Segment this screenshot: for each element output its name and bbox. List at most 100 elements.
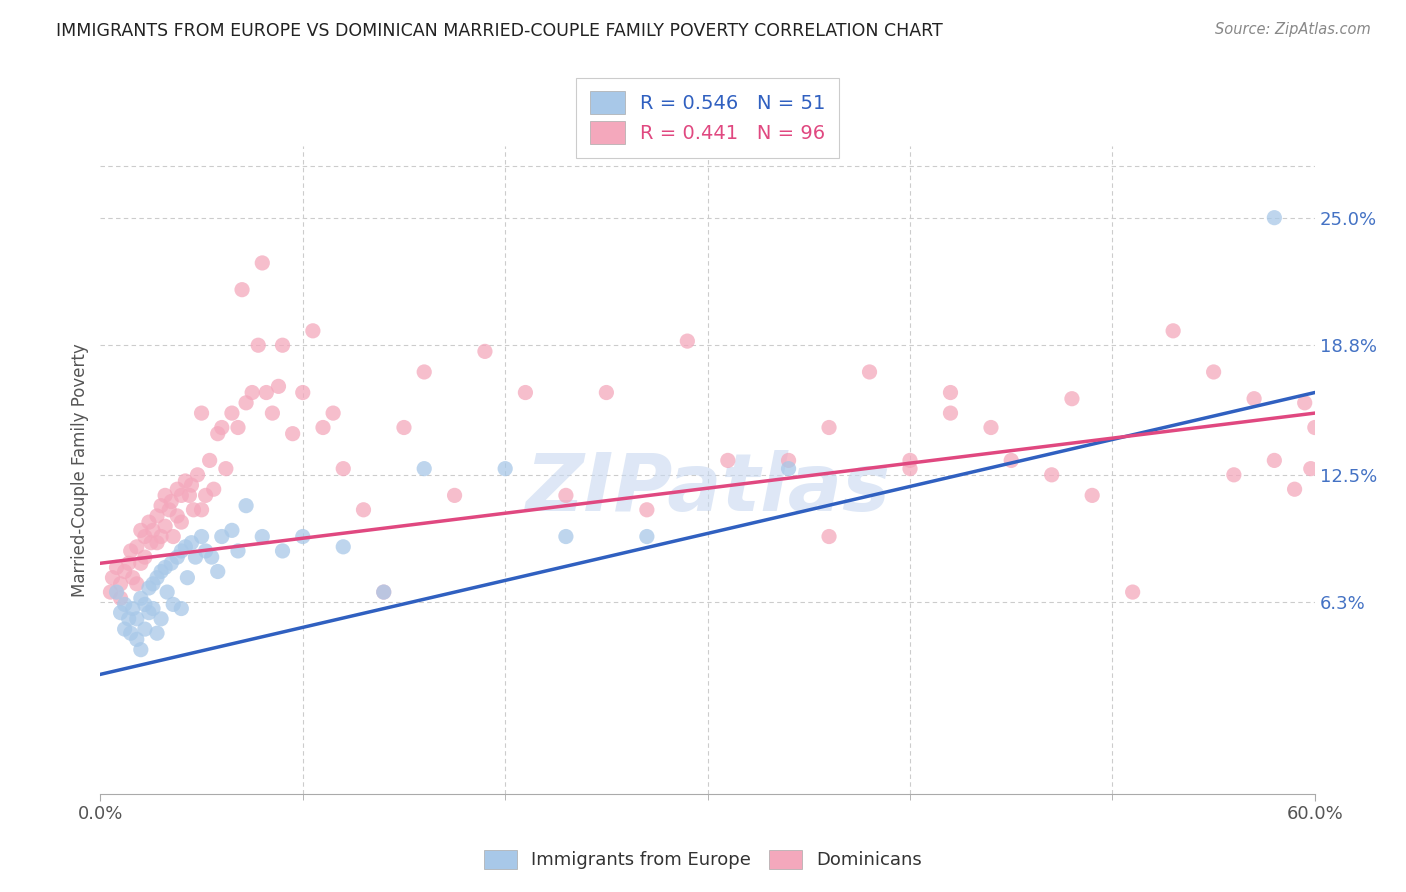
Point (262, 406, 284, 420)
Point (179, 488, 201, 502)
Point (150, 499, 173, 513)
Point (291, 385, 314, 400)
Point (413, 461, 436, 475)
Point (373, 585, 395, 599)
Point (312, 420, 335, 434)
Text: ZIPatlas: ZIPatlas (524, 450, 890, 528)
Point (226, 544, 249, 558)
Point (443, 488, 465, 502)
Y-axis label: Married-Couple Family Poverty: Married-Couple Family Poverty (72, 343, 89, 597)
Point (818, 529, 841, 543)
Point (190, 503, 212, 517)
Point (636, 529, 658, 543)
Point (129, 642, 152, 657)
Point (1303, 420, 1326, 434)
Point (281, 426, 304, 441)
Point (138, 515, 160, 529)
Point (252, 529, 274, 543)
Point (129, 524, 152, 538)
Point (118, 556, 141, 570)
Point (595, 385, 617, 400)
Point (105, 585, 128, 599)
Point (121, 601, 143, 615)
Point (271, 338, 294, 352)
Point (129, 556, 152, 570)
Point (302, 324, 325, 338)
Point (554, 488, 576, 502)
Point (156, 585, 179, 599)
Point (157, 503, 180, 517)
Point (162, 598, 184, 612)
Point (110, 577, 132, 591)
Point (939, 406, 962, 420)
Point (980, 420, 1002, 434)
Point (1040, 467, 1063, 482)
Point (198, 453, 221, 467)
Point (818, 420, 841, 434)
Point (170, 488, 193, 502)
Point (176, 571, 198, 585)
Point (231, 283, 253, 297)
Point (332, 461, 354, 475)
Point (215, 461, 238, 475)
Point (1223, 467, 1246, 482)
Point (125, 632, 148, 647)
Point (166, 550, 188, 565)
Point (170, 544, 193, 558)
Point (121, 571, 143, 585)
Point (235, 499, 257, 513)
Point (134, 529, 156, 543)
Point (146, 571, 169, 585)
Point (1294, 396, 1316, 410)
Point (221, 524, 243, 538)
Point (201, 550, 224, 565)
Point (114, 598, 136, 612)
Point (170, 601, 193, 615)
Point (166, 508, 188, 523)
Point (778, 461, 800, 475)
Point (183, 503, 205, 517)
Point (494, 461, 516, 475)
Point (125, 540, 148, 554)
Legend: Immigrants from Europe, Dominicans: Immigrants from Europe, Dominicans (475, 841, 931, 879)
Point (413, 365, 436, 379)
Point (190, 529, 212, 543)
Point (125, 612, 148, 626)
Point (898, 461, 921, 475)
Point (207, 565, 229, 579)
Point (1161, 324, 1184, 338)
Point (160, 494, 183, 508)
Point (138, 606, 160, 620)
Point (101, 571, 124, 585)
Point (211, 420, 233, 434)
Point (166, 482, 188, 496)
Point (162, 529, 184, 543)
Point (125, 577, 148, 591)
Point (118, 612, 141, 626)
Point (146, 535, 169, 549)
Point (174, 540, 197, 554)
Point (291, 529, 314, 543)
Point (110, 591, 132, 606)
Point (254, 385, 277, 400)
Point (146, 626, 169, 640)
Point (146, 508, 169, 523)
Point (1060, 392, 1083, 406)
Legend: R = 0.546   N = 51, R = 0.441   N = 96: R = 0.546 N = 51, R = 0.441 N = 96 (576, 78, 839, 158)
Point (150, 529, 173, 543)
Point (353, 503, 375, 517)
Point (138, 581, 160, 595)
Point (100, 585, 122, 599)
Point (939, 385, 962, 400)
Point (1122, 585, 1144, 599)
Point (332, 540, 354, 554)
Point (207, 426, 229, 441)
Point (1081, 488, 1104, 502)
Point (202, 482, 225, 496)
Point (1284, 482, 1306, 496)
Point (1263, 453, 1285, 467)
Point (105, 560, 128, 574)
Point (190, 406, 212, 420)
Point (184, 550, 207, 565)
Point (322, 406, 344, 420)
